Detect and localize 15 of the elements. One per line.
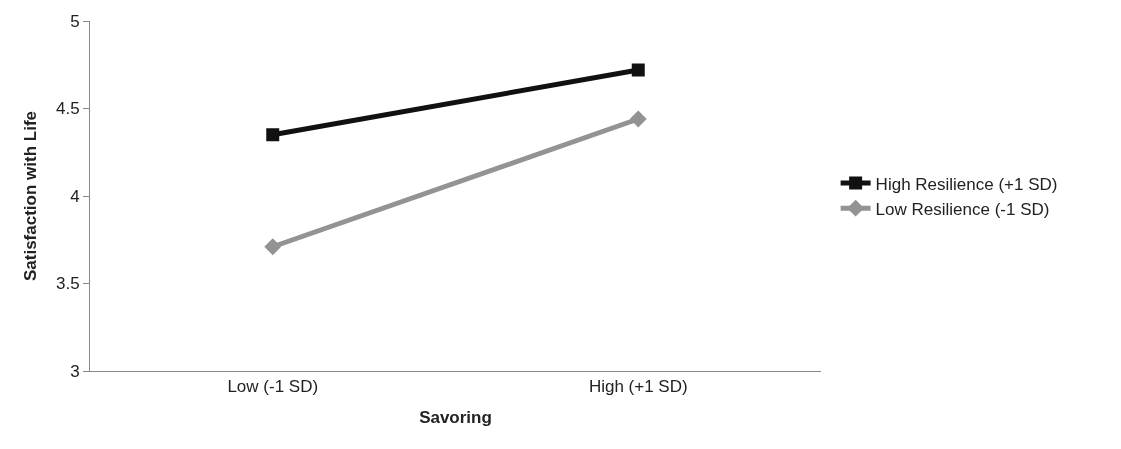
legend-label: Low Resilience (-1 SD): [875, 199, 1050, 219]
point: [266, 128, 280, 142]
legend-label: High Resilience (+1 SD): [875, 174, 1058, 194]
y-tick-label: 3.5: [55, 274, 80, 294]
x-tick-label: Low (-1 SD): [227, 377, 319, 397]
x-axis-title: Savoring: [419, 407, 492, 427]
point: [629, 110, 647, 128]
point: [264, 238, 282, 256]
y-tick-label: 5: [70, 11, 80, 31]
point: [631, 63, 645, 77]
y-axis-title: Satisfaction with Life: [20, 110, 40, 282]
y-tick-label: 4.5: [55, 99, 80, 119]
y-tick-label: 4: [70, 186, 80, 206]
y-tick-label: 3: [70, 361, 80, 381]
x-tick-label: High (+1 SD): [588, 377, 688, 397]
